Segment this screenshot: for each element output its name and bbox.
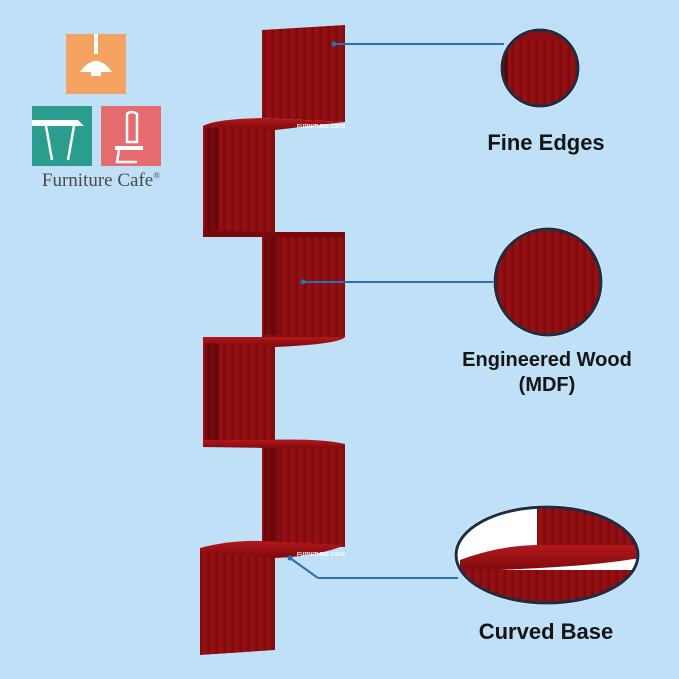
brand-logo: Furniture Cafe® bbox=[26, 34, 176, 204]
fine-edges-zoom bbox=[500, 28, 580, 108]
table-icon bbox=[32, 106, 92, 166]
shelf-brand-mark: FURNITURE CAFE bbox=[297, 552, 346, 558]
engineered-wood-line-1: Engineered Wood bbox=[462, 349, 632, 371]
shelf-right-panels bbox=[262, 25, 345, 547]
chair-icon bbox=[101, 106, 161, 166]
curved-base-label: Curved Base bbox=[478, 619, 614, 644]
fine-edges-label: Fine Edges bbox=[487, 130, 605, 155]
curved-base-zoom bbox=[454, 505, 640, 605]
lamp-icon bbox=[66, 34, 126, 94]
shelf-brand-mark: FURNITURE CAFE bbox=[297, 124, 346, 130]
shelf-boards bbox=[200, 118, 345, 558]
engineered-wood-line-2: (MDF) bbox=[518, 374, 576, 396]
brand-name: Furniture Cafe® bbox=[41, 170, 161, 191]
shelf-shadows bbox=[205, 128, 278, 545]
callout-lines bbox=[289, 43, 504, 579]
engineered-wood-label: Engineered Wood (MDF) bbox=[440, 348, 654, 398]
shelf-left-panels bbox=[200, 126, 275, 655]
engineered-wood-zoom bbox=[493, 227, 603, 337]
